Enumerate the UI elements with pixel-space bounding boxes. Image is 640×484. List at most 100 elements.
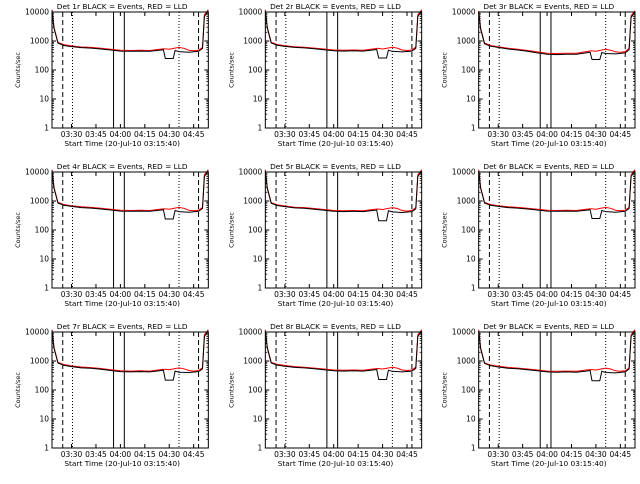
y-tick-label: 1000 (457, 37, 476, 46)
y-tick-label: 1000 (243, 357, 262, 366)
plot-frame (264, 171, 423, 289)
x-tick-label: 04:15 (561, 130, 583, 139)
y-tick-label: 1 (471, 444, 476, 453)
x-tick-label: 04:00 (110, 130, 132, 139)
x-tick-label: 04:30 (585, 450, 607, 459)
y-axis-label: Counts/sec (441, 52, 449, 88)
black-series-line (478, 330, 636, 382)
y-axis-label: Counts/sec (14, 212, 22, 248)
x-tick-label: 03:45 (85, 290, 107, 299)
y-tick-label: 100 (461, 66, 476, 75)
y-tick-label: 10 (253, 415, 263, 424)
y-tick-label: 1000 (30, 37, 49, 46)
x-tick-label: 04:45 (610, 130, 632, 139)
y-tick-label: 1000 (457, 357, 476, 366)
x-axis-label: Start Time (20-Jul-10 03:15:40) (64, 299, 180, 308)
panel-title: Det 9r BLACK = Events, RED = LLD (483, 322, 614, 331)
y-tick-label: 1000 (30, 197, 49, 206)
y-tick-label: 10 (466, 95, 476, 104)
x-tick-label: 04:15 (347, 290, 369, 299)
plot-frame (478, 171, 636, 289)
x-tick-label: 03:45 (85, 130, 107, 139)
y-tick-label: 100 (35, 226, 50, 235)
x-tick-label: 03:30 (61, 130, 83, 139)
red-series-line (478, 10, 636, 55)
plot-frame (51, 331, 209, 449)
x-axis-label: Start Time (20-Jul-10 03:15:40) (491, 459, 607, 468)
x-tick-label: 04:00 (536, 450, 558, 459)
x-tick-label: 04:15 (134, 130, 156, 139)
x-tick-label: 04:15 (347, 450, 369, 459)
y-tick-label: 10000 (238, 8, 262, 17)
x-tick-label: 04:30 (158, 290, 180, 299)
red-series-line (264, 329, 423, 372)
x-tick-label: 04:15 (134, 290, 156, 299)
red-series-line (264, 9, 423, 52)
x-tick-label: 03:30 (61, 290, 83, 299)
y-axis-label: Counts/sec (227, 212, 235, 248)
y-tick-label: 10000 (452, 8, 476, 17)
chart-panel-6: Det 6r BLACK = Events, RED = LLD 1 10 100 10… (441, 162, 636, 308)
chart-panel-2: Det 2r BLACK = Events, RED = LLD 1 10 100 10… (227, 2, 423, 148)
y-tick-label: 10000 (25, 168, 49, 177)
panel-title: Det 8r BLACK = Events, RED = LLD (270, 322, 401, 331)
x-tick-label: 04:30 (372, 290, 394, 299)
y-tick-label: 100 (461, 226, 476, 235)
x-tick-label: 04:30 (585, 290, 607, 299)
x-tick-label: 03:45 (298, 450, 320, 459)
red-series-line (478, 169, 636, 212)
x-axis-label: Start Time (20-Jul-10 03:15:40) (278, 139, 394, 148)
x-tick-label: 04:30 (158, 450, 180, 459)
chart-panel-9: Det 9r BLACK = Events, RED = LLD 1 10 100 10… (441, 322, 636, 468)
y-tick-label: 1000 (457, 197, 476, 206)
y-axis-label: Counts/sec (441, 372, 449, 408)
x-tick-label: 04:45 (396, 450, 418, 459)
x-axis-label: Start Time (20-Jul-10 03:15:40) (64, 459, 180, 468)
y-tick-label: 10 (466, 415, 476, 424)
x-tick-label: 04:00 (536, 290, 558, 299)
black-series-line (478, 170, 636, 219)
y-tick-label: 1 (44, 444, 49, 453)
y-tick-label: 100 (248, 386, 263, 395)
y-tick-label: 10 (39, 415, 49, 424)
y-tick-label: 1000 (243, 37, 262, 46)
y-tick-label: 10000 (25, 8, 49, 17)
panel-title: Det 5r BLACK = Events, RED = LLD (270, 162, 401, 171)
y-tick-label: 1 (44, 284, 49, 293)
plot-frame (51, 171, 209, 289)
x-tick-label: 04:45 (183, 130, 205, 139)
x-tick-label: 04:15 (347, 130, 369, 139)
chart-panel-3: Det 3r BLACK = Events, RED = LLD 1 10 100 10… (441, 2, 636, 148)
x-tick-label: 04:15 (134, 450, 156, 459)
red-series-line (264, 169, 423, 212)
red-series-line (51, 329, 209, 372)
panel-title: Det 1r BLACK = Events, RED = LLD (57, 2, 188, 11)
y-axis-label: Counts/sec (441, 212, 449, 248)
y-tick-label: 10 (466, 255, 476, 264)
chart-panel-1: Det 1r BLACK = Events, RED = LLD 1 10 100 10… (14, 2, 209, 148)
x-tick-label: 04:00 (536, 130, 558, 139)
x-tick-label: 03:30 (487, 450, 509, 459)
y-axis-label: Counts/sec (227, 52, 235, 88)
x-tick-label: 04:00 (110, 290, 132, 299)
y-tick-label: 10000 (238, 168, 262, 177)
y-tick-label: 1000 (30, 357, 49, 366)
y-axis-label: Counts/sec (227, 372, 235, 408)
x-axis-label: Start Time (20-Jul-10 03:15:40) (491, 139, 607, 148)
red-series-line (51, 9, 209, 52)
y-tick-label: 10 (253, 95, 263, 104)
chart-panel-7: Det 7r BLACK = Events, RED = LLD 1 10 100 10… (14, 322, 209, 468)
y-tick-label: 100 (35, 386, 50, 395)
plot-frame (264, 331, 423, 449)
y-tick-label: 10000 (25, 328, 49, 337)
x-tick-label: 03:30 (487, 290, 509, 299)
chart-panel-5: Det 5r BLACK = Events, RED = LLD 1 10 100 10… (227, 162, 423, 308)
x-axis-label: Start Time (20-Jul-10 03:15:40) (278, 299, 394, 308)
y-tick-label: 1 (44, 124, 49, 133)
x-tick-label: 04:00 (323, 290, 345, 299)
black-series-line (264, 10, 423, 59)
y-tick-label: 1 (471, 284, 476, 293)
plot-frame (478, 331, 636, 449)
y-tick-label: 100 (461, 386, 476, 395)
